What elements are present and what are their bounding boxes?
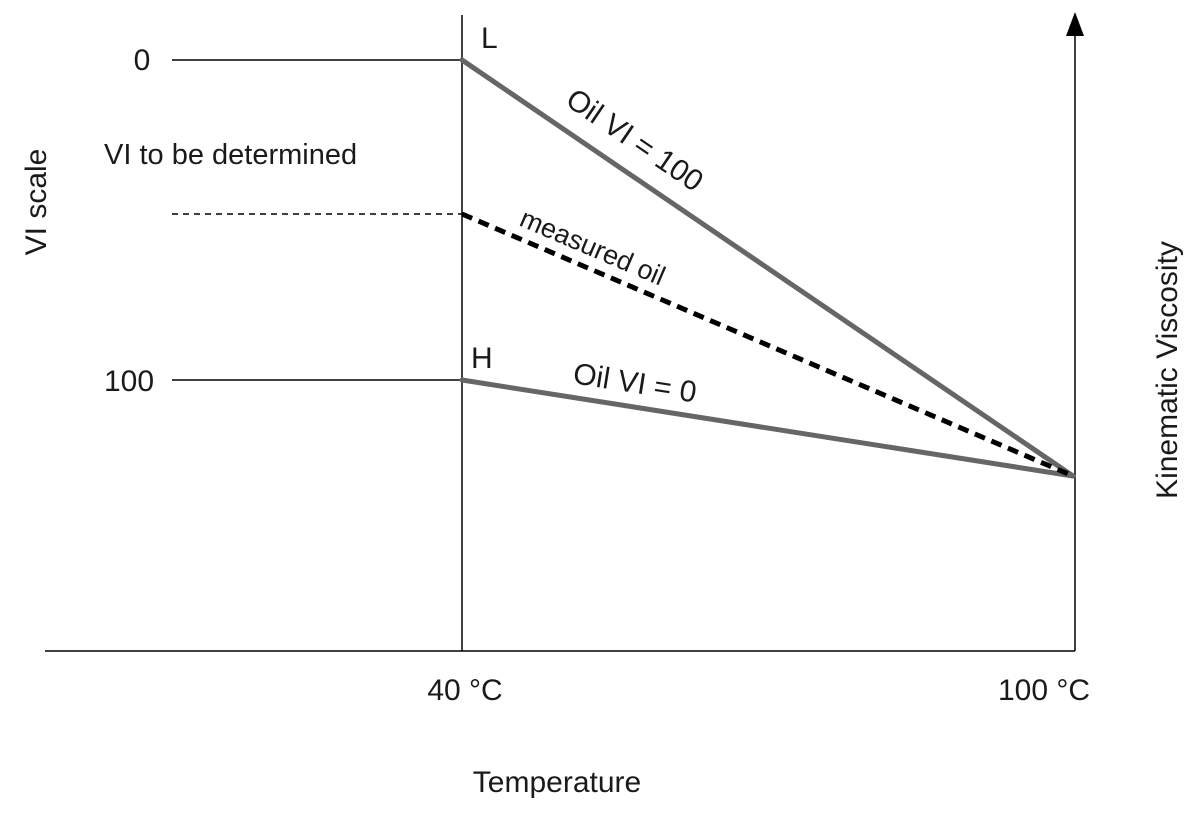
oil-vi-100-line (459, 57, 1076, 479)
right-axis-arrow-icon (1066, 12, 1084, 36)
oil-vi-0-line (459, 377, 1076, 479)
measured-oil-line (461, 211, 1074, 479)
vi-scale-label: VI scale (20, 149, 53, 256)
vi-tick-0: 0 (134, 44, 151, 77)
right-axis-title: Kinematic Viscosity (1151, 241, 1184, 499)
point-l-label: L (481, 22, 498, 55)
vi-to-be-determined-label: VI to be determined (104, 139, 357, 171)
x-axis-title: Temperature (473, 766, 641, 799)
measured-oil-label: measured oil (516, 203, 670, 291)
x-tick-100c: 100 °C (998, 674, 1090, 707)
vi-tick-100: 100 (104, 365, 154, 398)
x-tick-40c: 40 °C (427, 674, 502, 707)
point-h-label: H (471, 342, 493, 375)
